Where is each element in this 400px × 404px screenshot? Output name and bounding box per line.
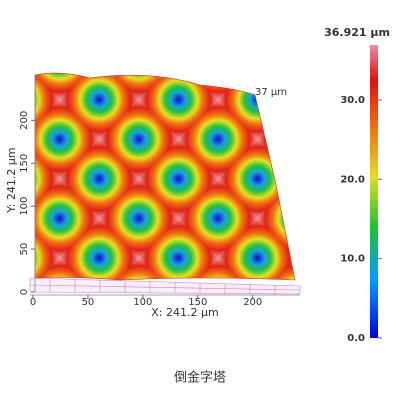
- colorbar-tick-label: 30.0: [340, 95, 365, 106]
- x-tick-label: 50: [82, 297, 95, 308]
- x-axis-label: X: 241.2 µm: [151, 306, 218, 319]
- caption: 倒金字塔: [174, 370, 226, 386]
- colorbar-tick-label: 20.0: [340, 174, 365, 185]
- x-tick-label: 100: [133, 297, 152, 308]
- colorbar-tick-label: 0.0: [347, 333, 365, 344]
- floor-grid: [29, 277, 301, 295]
- x-tick-label: 200: [243, 297, 262, 308]
- y-tick-label: 0: [19, 289, 30, 295]
- x-tick-label: 0: [30, 297, 36, 308]
- surface: [34, 72, 296, 281]
- x-tick-label: 150: [188, 297, 207, 308]
- y-axis-label: Y: 241.2 µm: [5, 147, 18, 213]
- colorbar-title: 36.921 µm: [324, 26, 390, 39]
- z-annotation: 37 µm: [255, 87, 287, 98]
- y-tick-label: 200: [19, 111, 30, 130]
- colorbar-tick-label: 10.0: [340, 254, 365, 265]
- colorbar: [370, 45, 378, 338]
- y-tick-label: 50: [19, 243, 30, 256]
- y-tick-label: 100: [19, 197, 30, 216]
- y-tick-label: 150: [19, 154, 30, 173]
